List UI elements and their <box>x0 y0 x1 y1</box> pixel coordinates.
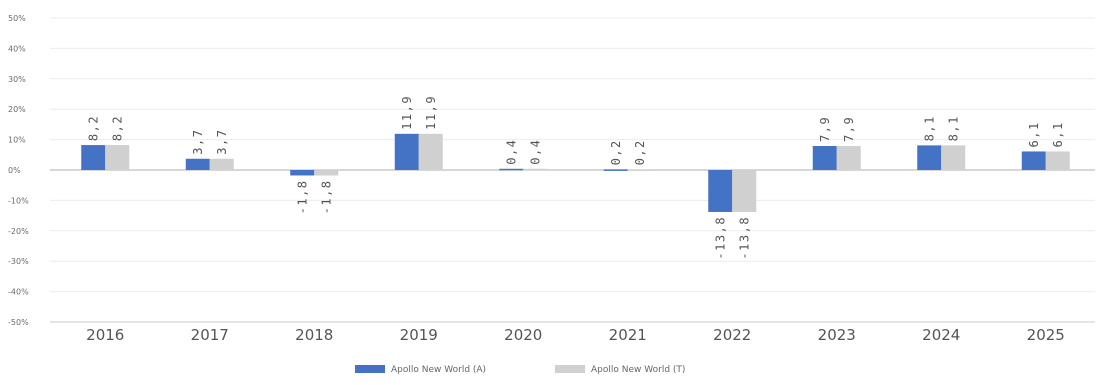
x-tick-label: 2024 <box>922 326 960 344</box>
bar-a-2016 <box>81 145 106 170</box>
bar-a-2017 <box>185 158 210 170</box>
y-tick-label: 10% <box>8 136 26 145</box>
bar-t-2017 <box>209 158 234 170</box>
data-label-t-2025: 6,1 <box>1051 121 1065 147</box>
legend-label-t: Apollo New World (T) <box>591 365 685 375</box>
bars <box>81 133 1070 212</box>
x-tick-label: 2018 <box>295 326 333 344</box>
x-tick-label: 2017 <box>191 326 229 344</box>
data-label-a-2020: 0,4 <box>504 139 518 165</box>
bar-a-2023 <box>812 145 837 170</box>
y-tick-label: -20% <box>8 227 29 236</box>
bar-t-2021 <box>627 169 652 171</box>
legend: Apollo New World (A) Apollo New World (T) <box>355 365 685 375</box>
y-tick-label: -40% <box>8 288 29 297</box>
bar-a-2022 <box>708 170 733 212</box>
data-label-a-2023: 7,9 <box>818 116 832 142</box>
bar-t-2022 <box>732 170 757 212</box>
data-label-t-2017: 3,7 <box>215 129 229 155</box>
bar-a-2018 <box>290 170 315 176</box>
bar-t-2018 <box>314 170 339 176</box>
data-label-t-2016: 8,2 <box>110 115 124 141</box>
bar-t-2020 <box>523 168 548 171</box>
bar-a-2021 <box>603 169 628 171</box>
data-label-t-2024: 8,1 <box>946 115 960 141</box>
x-tick-label: 2021 <box>609 326 647 344</box>
y-tick-label: 40% <box>8 44 26 53</box>
data-label-a-2019: 11,9 <box>400 95 414 130</box>
y-tick-label: 0% <box>8 166 21 175</box>
data-label-t-2021: 0,2 <box>633 139 647 165</box>
y-tick-label: -30% <box>8 257 29 266</box>
data-label-t-2018: -1,8 <box>319 179 333 214</box>
x-tick-label: 2022 <box>713 326 751 344</box>
data-label-a-2016: 8,2 <box>86 115 100 141</box>
x-tick-label: 2019 <box>400 326 438 344</box>
x-tick-label: 2025 <box>1027 326 1065 344</box>
y-tick-label: 30% <box>8 75 26 84</box>
bar-a-2020 <box>499 168 524 171</box>
x-tick-label: 2016 <box>86 326 124 344</box>
bar-t-2019 <box>418 133 443 170</box>
data-labels: 8,2 8,2 3,7 3,7 -1,8 -1,8 11,9 11,9 0,4 0,4 0,2 0,2… <box>86 95 1065 260</box>
data-label-t-2023: 7,9 <box>842 116 856 142</box>
legend-label-a: Apollo New World (A) <box>391 365 486 375</box>
x-tick-label: 2020 <box>504 326 542 344</box>
x-tick-label: 2023 <box>818 326 856 344</box>
bar-a-2025 <box>1021 151 1046 170</box>
bar-t-2016 <box>105 145 130 170</box>
data-label-t-2022: -13,8 <box>737 216 751 260</box>
y-tick-label: -10% <box>8 196 29 205</box>
bar-a-2024 <box>917 145 942 170</box>
y-tick-label: -50% <box>8 318 29 327</box>
data-label-t-2020: 0,4 <box>528 139 542 165</box>
bar-a-2019 <box>394 133 419 170</box>
data-label-a-2022: -13,8 <box>713 216 727 260</box>
bar-t-2023 <box>836 145 861 170</box>
bar-t-2025 <box>1045 151 1070 170</box>
y-tick-label: 50% <box>8 14 26 23</box>
legend-swatch-t <box>555 365 585 373</box>
y-grid: 50% 40% 30% 20% 10% 0% -10% -20% -30% -40% -50% <box>8 14 1095 327</box>
bar-t-2024 <box>941 145 966 170</box>
data-label-a-2018: -1,8 <box>295 179 309 214</box>
y-tick-label: 20% <box>8 105 26 114</box>
data-label-a-2025: 6,1 <box>1027 121 1041 147</box>
data-label-a-2021: 0,2 <box>609 139 623 165</box>
data-label-t-2019: 11,9 <box>424 95 438 130</box>
data-label-a-2017: 3,7 <box>191 129 205 155</box>
data-label-a-2024: 8,1 <box>922 115 936 141</box>
legend-swatch-a <box>355 365 385 373</box>
